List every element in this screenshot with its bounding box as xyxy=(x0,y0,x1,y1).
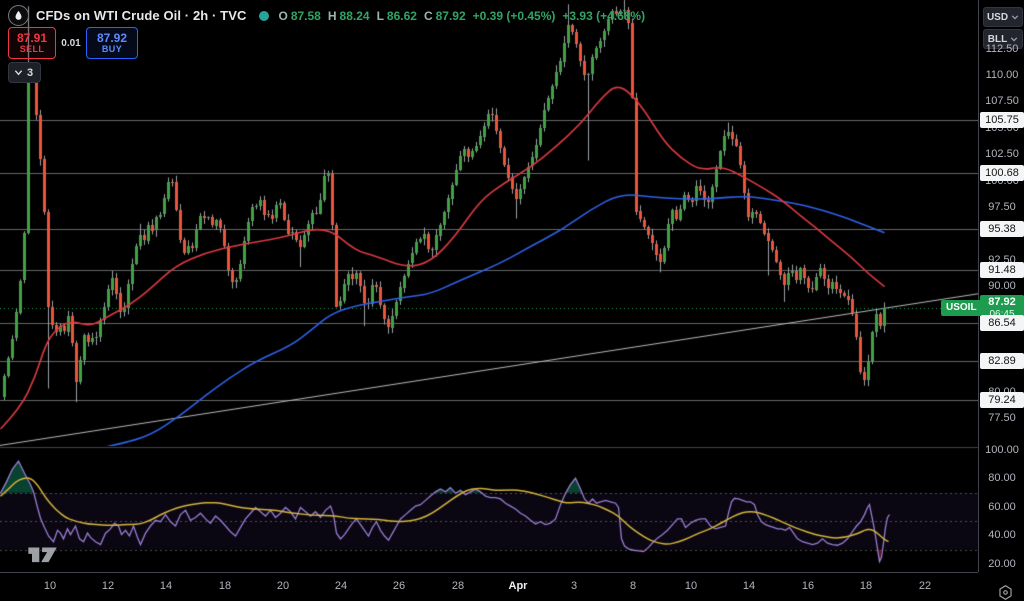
indicator-tick-label: 100.00 xyxy=(985,444,1019,456)
time-tick-label: 18 xyxy=(218,580,232,592)
level-price-badge: 79.24 xyxy=(980,391,1024,408)
indicators-count: 3 xyxy=(27,66,34,79)
price-tick-label: 102.50 xyxy=(985,148,1019,160)
indicator-tick-label: 60.00 xyxy=(988,501,1016,513)
tradingview-logo[interactable] xyxy=(27,542,59,569)
level-price-badge: 105.75 xyxy=(980,111,1024,128)
currency-unit-label: USD xyxy=(986,11,1009,23)
level-price-badge: 91.48 xyxy=(980,262,1024,279)
current-price-value: 87.92 xyxy=(988,296,1016,309)
buy-button[interactable]: 87.92 BUY xyxy=(86,27,138,59)
trade-panel: 87.91 SELL 0.01 87.92 BUY xyxy=(8,27,138,59)
open-label: O xyxy=(278,8,288,23)
buy-price: 87.92 xyxy=(96,30,128,45)
sell-price: 87.91 xyxy=(16,30,48,45)
level-price-badge: 82.89 xyxy=(980,353,1024,370)
time-tick-label: 10 xyxy=(43,580,57,592)
symbol-price-line-tag: USOIL xyxy=(941,300,982,317)
price-tick-label: 107.50 xyxy=(985,95,1019,107)
price-axis[interactable]: USD BLL 87.92 06:45 112.50 110.00 107.50 10… xyxy=(978,0,1024,572)
time-tick-label: 24 xyxy=(334,580,348,592)
price-tick-label: 112.50 xyxy=(985,43,1019,55)
price-tick-label: 90.00 xyxy=(988,280,1016,292)
time-tick-label: 8 xyxy=(629,580,637,592)
high-label: H xyxy=(327,8,337,23)
close-value: 87.92 xyxy=(435,8,466,23)
price-tick-label: 110.00 xyxy=(985,69,1019,81)
time-tick-label: 26 xyxy=(392,580,406,592)
time-tick-label: 18 xyxy=(859,580,873,592)
time-tick-label: 14 xyxy=(742,580,756,592)
time-tick-label: Apr xyxy=(508,580,528,592)
low-value: 86.62 xyxy=(386,8,417,23)
level-price-badge: 86.54 xyxy=(980,314,1024,331)
indicator-tick-label: 20.00 xyxy=(988,558,1016,570)
change-value: +0.39 (+0.45%) xyxy=(472,8,556,23)
price-tick-label: 97.50 xyxy=(988,201,1016,213)
close-label: C xyxy=(423,8,433,23)
open-value: 87.58 xyxy=(290,8,321,23)
spread-value: 0.01 xyxy=(61,37,81,49)
currency-unit-button[interactable]: USD xyxy=(983,7,1023,27)
extended-change-value: +3.93 (+4.68%) xyxy=(562,8,646,23)
pane-settings-icon[interactable] xyxy=(996,583,1014,601)
sell-label: SELL xyxy=(19,43,45,54)
chevron-down-icon xyxy=(1011,15,1019,20)
indicator-tick-label: 40.00 xyxy=(988,529,1016,541)
time-tick-label: 3 xyxy=(570,580,578,592)
sell-button[interactable]: 87.91 SELL xyxy=(8,27,56,59)
time-tick-label: 20 xyxy=(276,580,290,592)
time-tick-label: 12 xyxy=(101,580,115,592)
price-tick-label: 77.50 xyxy=(988,412,1016,424)
time-tick-label: 22 xyxy=(918,580,932,592)
high-value: 88.24 xyxy=(339,8,370,23)
indicators-collapse-button[interactable]: 3 xyxy=(8,62,42,83)
indicator-tick-label: 80.00 xyxy=(988,472,1016,484)
level-price-badge: 95.38 xyxy=(980,221,1024,238)
chevron-down-icon xyxy=(14,70,23,76)
time-tick-label: 28 xyxy=(451,580,465,592)
time-tick-label: 10 xyxy=(684,580,698,592)
market-status-icon[interactable] xyxy=(259,10,270,21)
bar-countdown: 06:45 xyxy=(980,309,1024,320)
time-axis[interactable]: 10 12 14 18 20 24 26 28 Apr 3 8 10 14 16 18 22 xyxy=(0,572,978,601)
low-label: L xyxy=(376,8,384,23)
oil-droplet-icon xyxy=(8,5,29,26)
ohlc-readout: O 87.58 H 88.24 L 86.62 C 87.92 +0.39 (+0.45… xyxy=(278,9,645,23)
buy-label: BUY xyxy=(101,43,123,54)
chart-header: CFDs on WTI Crude Oil · 2h · TVC O 87.58 … xyxy=(8,5,645,26)
time-tick-label: 16 xyxy=(801,580,815,592)
time-tick-label: 14 xyxy=(159,580,173,592)
symbol-title[interactable]: CFDs on WTI Crude Oil · 2h · TVC xyxy=(36,8,247,23)
barrel-unit-button[interactable]: BLL xyxy=(983,29,1023,49)
level-price-badge: 100.68 xyxy=(980,165,1024,182)
chart-canvas[interactable] xyxy=(0,0,978,572)
barrel-unit-label: BLL xyxy=(987,33,1008,45)
chevron-down-icon xyxy=(1010,37,1018,42)
